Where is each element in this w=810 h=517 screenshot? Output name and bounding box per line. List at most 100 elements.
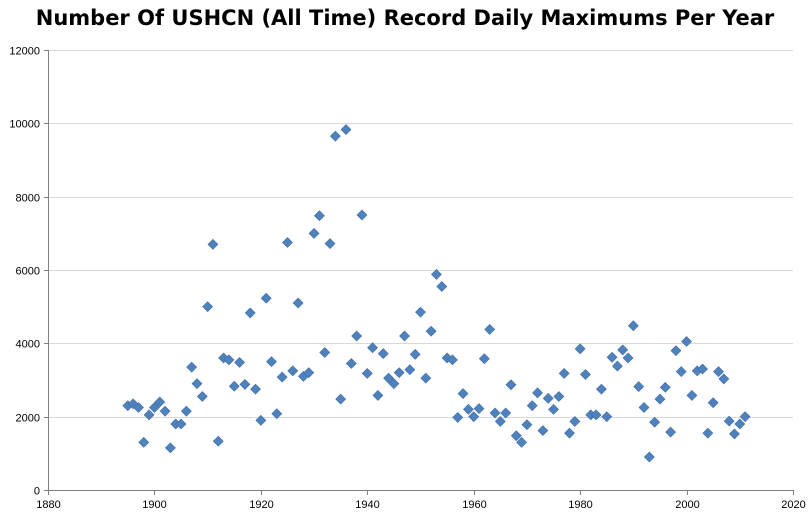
data-point: [372, 389, 384, 401]
x-tick-label: 1980: [568, 499, 592, 511]
data-point: [505, 379, 517, 391]
data-point: [266, 356, 277, 368]
data-point: [164, 442, 176, 454]
data-point: [473, 403, 485, 415]
data-point: [643, 451, 655, 463]
data-point: [457, 388, 469, 399]
data-point: [697, 363, 708, 375]
data-point: [510, 430, 522, 442]
data-point: [404, 364, 416, 376]
data-point: [133, 402, 144, 413]
x-tick-label: 1900: [142, 499, 166, 511]
data-point: [489, 407, 501, 419]
data-point: [553, 391, 565, 402]
data-point: [436, 281, 448, 292]
data-point: [180, 405, 192, 417]
data-point: [702, 427, 714, 439]
data-point: [713, 366, 724, 377]
data-point: [351, 330, 363, 342]
data-point: [606, 351, 618, 363]
data-point: [207, 238, 219, 250]
data-point: [324, 238, 336, 250]
y-tick-label: 8000: [16, 193, 40, 205]
data-point: [287, 365, 299, 377]
data-point: [420, 372, 432, 384]
data-point: [271, 408, 283, 420]
data-point: [532, 387, 543, 399]
data-point: [303, 367, 315, 379]
data-point: [468, 411, 480, 423]
data-point: [143, 409, 155, 421]
data-point: [319, 347, 331, 358]
data-point: [340, 124, 352, 135]
data-point: [617, 344, 629, 356]
data-point: [734, 418, 746, 430]
y-tick-label: 0: [34, 486, 40, 498]
data-point: [308, 227, 320, 239]
data-point: [425, 325, 437, 337]
data-point: [596, 383, 607, 395]
points-layer: [122, 124, 751, 463]
data-point: [447, 354, 458, 366]
data-point: [356, 209, 368, 221]
data-point: [345, 358, 357, 369]
data-point: [542, 392, 554, 404]
data-point: [149, 402, 160, 413]
data-point: [686, 389, 698, 401]
x-tick-label: 1940: [355, 499, 379, 511]
data-point: [681, 336, 692, 347]
data-point: [367, 342, 379, 354]
data-point: [670, 345, 682, 357]
data-point: [313, 210, 325, 222]
data-point: [526, 400, 538, 412]
chart-title: Number Of USHCN (All Time) Record Daily …: [35, 6, 775, 30]
data-point: [574, 343, 586, 355]
data-point: [707, 397, 719, 409]
data-point: [500, 407, 512, 419]
data-point: [494, 416, 506, 427]
data-point: [196, 391, 208, 402]
data-point: [611, 360, 623, 372]
data-point: [154, 396, 166, 408]
data-point: [383, 372, 394, 384]
grid-layer: [48, 50, 793, 418]
data-point: [484, 323, 496, 335]
data-point: [335, 393, 347, 405]
y-tick-label: 6000: [16, 266, 40, 278]
data-point: [558, 367, 570, 379]
data-point: [638, 402, 650, 413]
x-tick-label: 1880: [36, 499, 60, 511]
data-point: [223, 354, 235, 366]
data-point: [633, 381, 645, 393]
data-point: [377, 348, 389, 360]
x-tick-label: 1960: [462, 499, 486, 511]
data-point: [186, 361, 198, 373]
y-tick-label: 12000: [9, 46, 40, 58]
data-point: [393, 367, 405, 379]
data-point: [292, 297, 304, 309]
y-tick-label: 10000: [9, 119, 40, 131]
data-point: [521, 419, 533, 431]
data-point: [675, 366, 687, 377]
data-point: [723, 415, 735, 427]
data-point: [250, 383, 261, 395]
data-point: [665, 426, 677, 438]
data-point: [212, 435, 224, 447]
data-point: [564, 427, 575, 439]
data-point: [580, 369, 591, 380]
data-point: [388, 378, 400, 390]
data-point: [415, 306, 426, 318]
data-point: [627, 320, 639, 332]
data-point: [462, 403, 474, 415]
data-point: [202, 301, 214, 313]
data-point: [478, 353, 490, 365]
x-tick-label: 1920: [249, 499, 273, 511]
x-tick-label: 2000: [675, 499, 699, 511]
axis-layer: 0 2000 4000 6000 8000 10000 12000 1880 1900 1920 1…: [9, 46, 805, 512]
data-point: [276, 371, 288, 383]
data-point: [282, 237, 293, 248]
data-point: [590, 409, 602, 421]
data-point: [399, 330, 410, 342]
data-point: [138, 436, 150, 448]
